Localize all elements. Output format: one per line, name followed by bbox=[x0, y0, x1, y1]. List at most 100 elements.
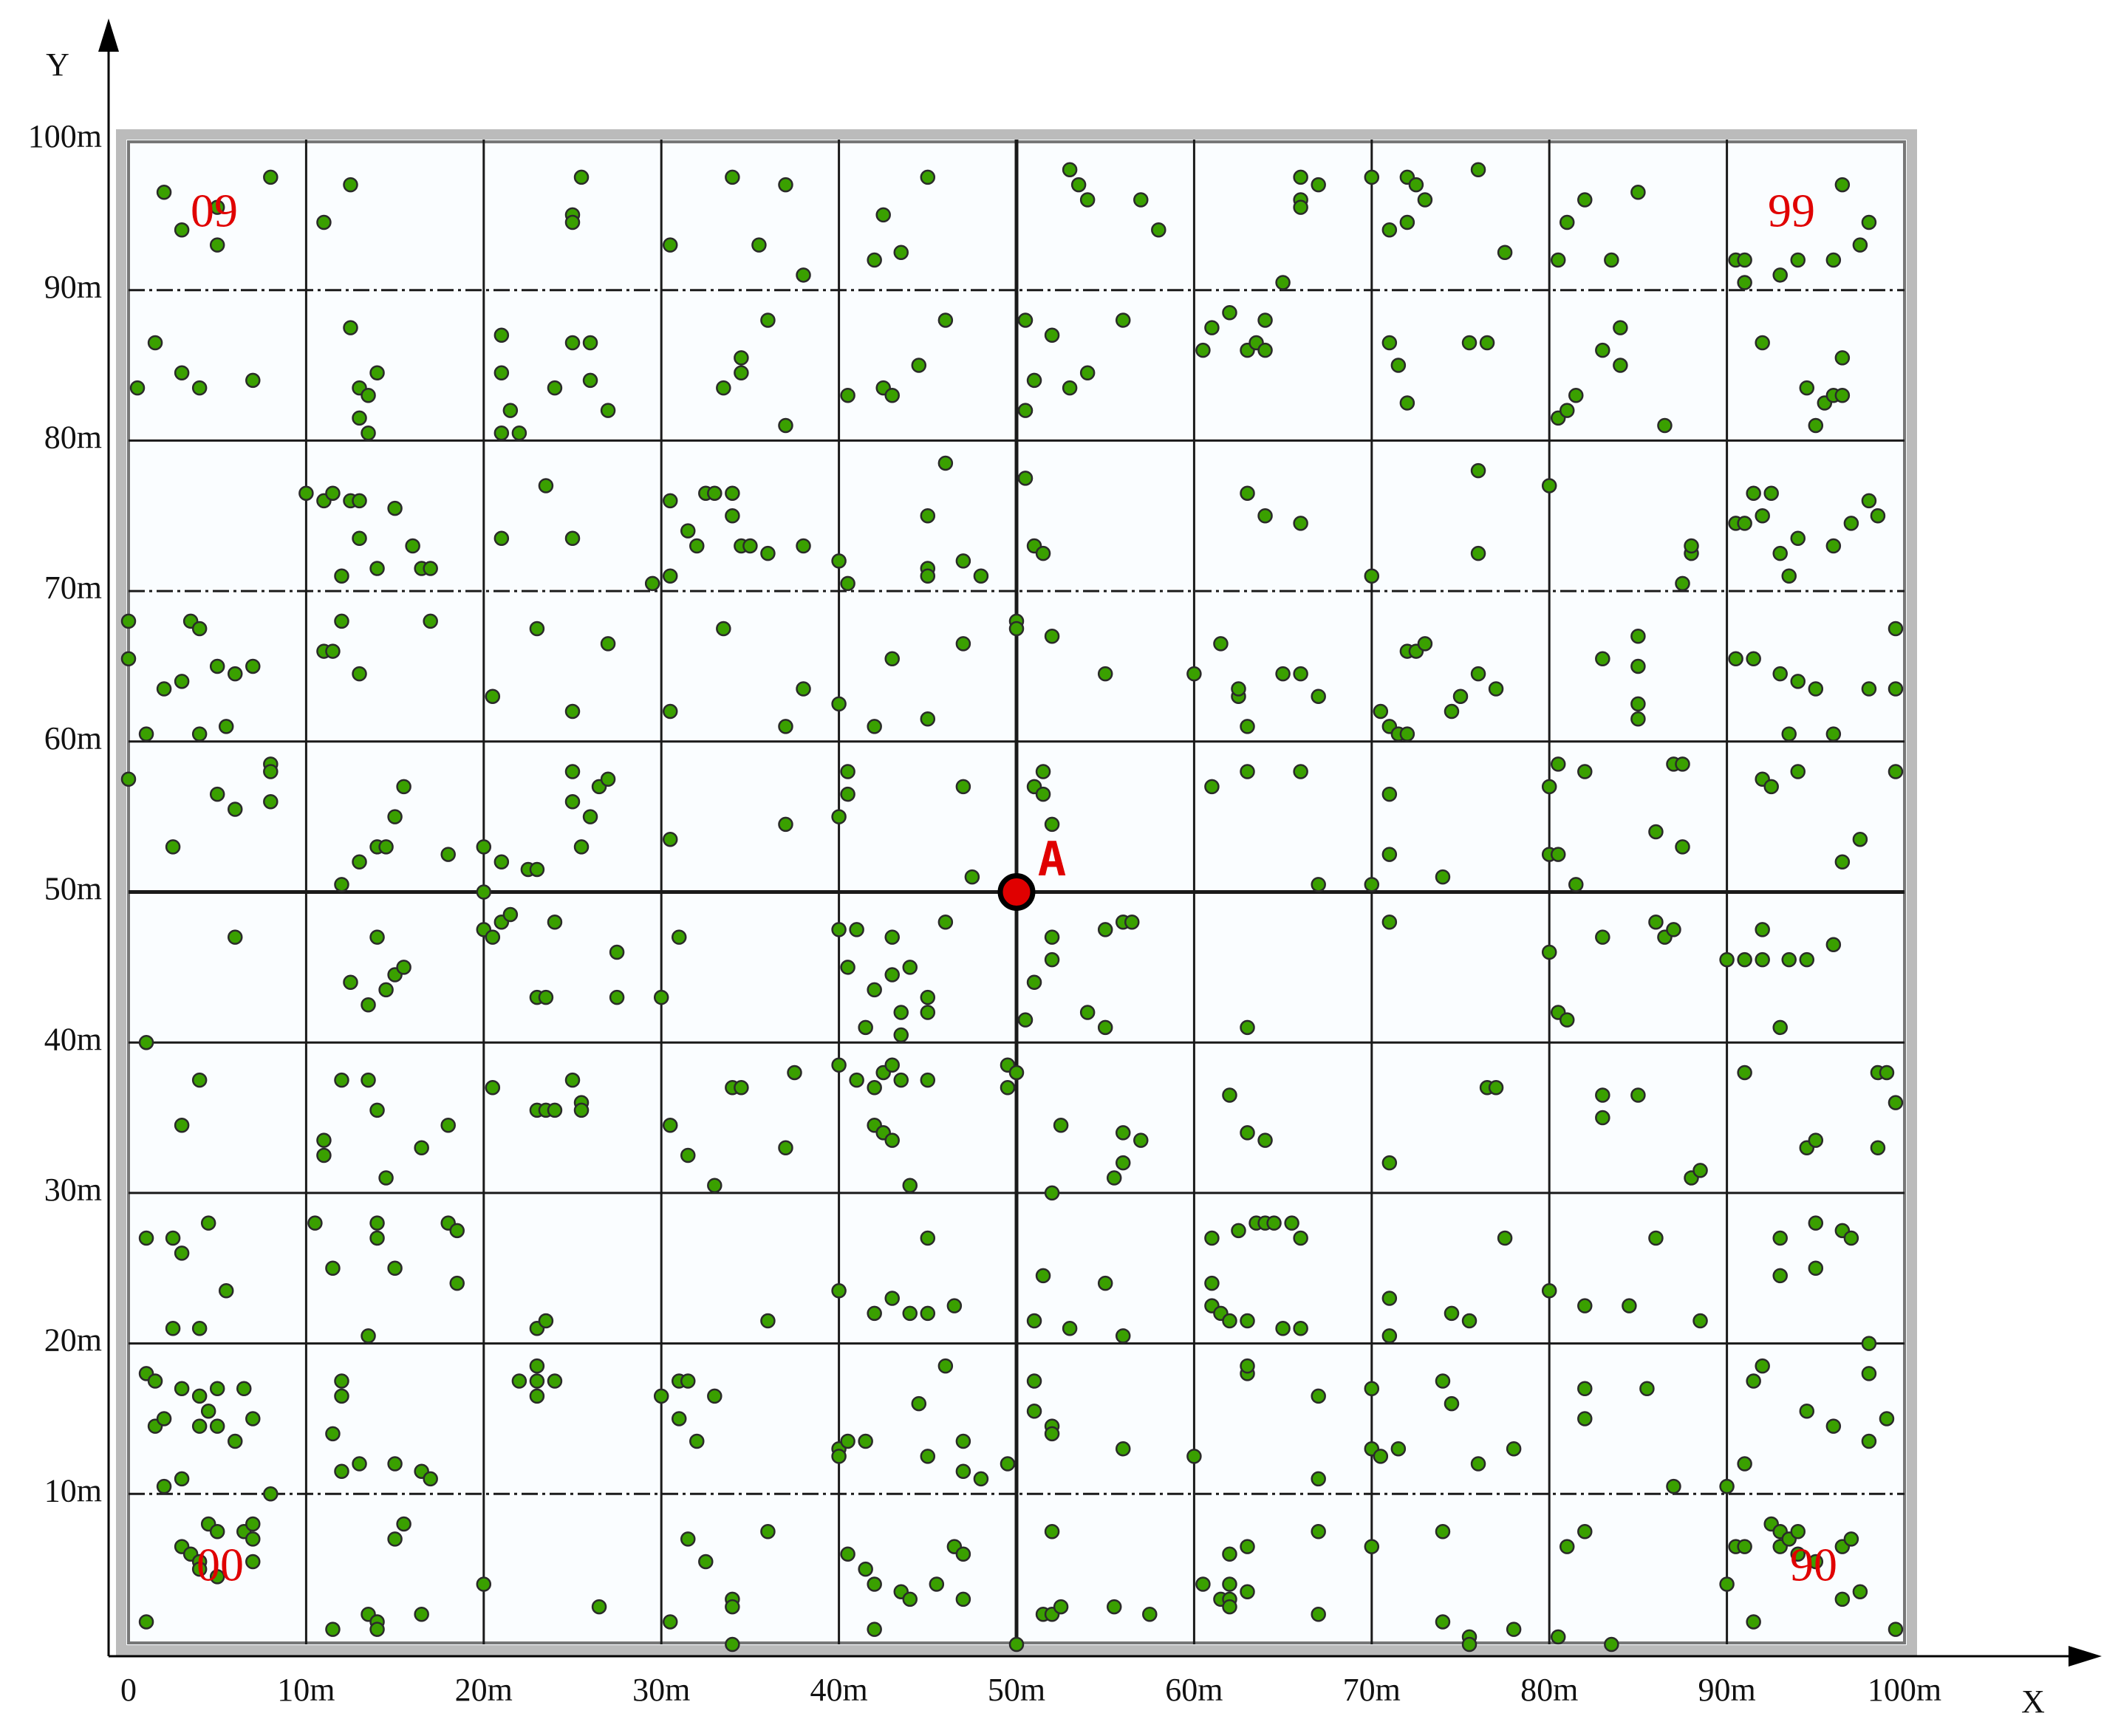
sensor-node bbox=[174, 674, 190, 689]
sensor-node bbox=[538, 989, 554, 1005]
sensor-node bbox=[1284, 1215, 1299, 1231]
sensor-node bbox=[1364, 169, 1380, 185]
sensor-node bbox=[840, 1546, 855, 1562]
sensor-node bbox=[955, 779, 971, 795]
sensor-node bbox=[831, 1283, 847, 1299]
sensor-node bbox=[831, 1057, 847, 1073]
sensor-node bbox=[1666, 922, 1681, 937]
sensor-node bbox=[680, 1531, 696, 1547]
sensor-node bbox=[493, 327, 510, 344]
sensor-node bbox=[1834, 854, 1851, 870]
sensor-node bbox=[1755, 922, 1770, 937]
sensor-node bbox=[245, 1516, 261, 1532]
sensor-node bbox=[440, 1117, 456, 1133]
sensor-node bbox=[1151, 222, 1166, 238]
sensor-node bbox=[1479, 335, 1495, 351]
sensor-node bbox=[902, 960, 918, 975]
sensor-node bbox=[1293, 666, 1308, 682]
sensor-node bbox=[209, 1523, 225, 1539]
sensor-node bbox=[893, 1005, 909, 1020]
sensor-node bbox=[1240, 485, 1255, 501]
sensor-node bbox=[493, 854, 510, 870]
sensor-node bbox=[1240, 1313, 1255, 1329]
sensor-node bbox=[1204, 779, 1220, 795]
sensor-node bbox=[218, 1283, 234, 1299]
sensor-node bbox=[414, 1140, 429, 1156]
sensor-node bbox=[884, 388, 900, 403]
x-tick-label: 0 bbox=[120, 1672, 137, 1708]
sensor-node bbox=[449, 1275, 465, 1291]
sensor-node bbox=[1657, 417, 1673, 434]
sensor-node bbox=[760, 1313, 776, 1329]
sensor-node bbox=[1497, 1230, 1513, 1246]
sensor-node bbox=[369, 365, 385, 380]
sensor-node bbox=[1470, 162, 1486, 177]
sensor-node bbox=[1444, 1395, 1460, 1412]
x-tick-label: 20m bbox=[455, 1672, 513, 1708]
sensor-node bbox=[1879, 1411, 1895, 1426]
sensor-node bbox=[1399, 395, 1415, 411]
sensor-node bbox=[529, 621, 545, 637]
sensor-node bbox=[1755, 1358, 1770, 1374]
sensor-node bbox=[1097, 1275, 1113, 1291]
sensor-node bbox=[573, 1102, 590, 1118]
sensor-node bbox=[920, 711, 936, 727]
sensor-node bbox=[1772, 267, 1788, 283]
sensor-node bbox=[423, 613, 438, 629]
sensor-node bbox=[1825, 538, 1842, 554]
sensor-node bbox=[1390, 1441, 1407, 1457]
sensor-node bbox=[263, 794, 279, 810]
sensor-node bbox=[662, 237, 678, 253]
sensor-node bbox=[1888, 1095, 1904, 1110]
sensor-node bbox=[1053, 1117, 1069, 1133]
sensor-node bbox=[1008, 621, 1025, 637]
corner-label: 99 bbox=[1768, 185, 1815, 237]
sensor-node bbox=[1444, 703, 1460, 720]
sensor-node bbox=[1195, 1576, 1211, 1592]
sensor-node bbox=[1293, 764, 1308, 779]
sensor-node bbox=[325, 1621, 341, 1637]
sensor-node bbox=[1506, 1441, 1522, 1457]
sensor-node bbox=[1630, 628, 1646, 644]
sensor-node bbox=[1799, 380, 1815, 396]
sensor-node bbox=[1719, 951, 1735, 968]
sensor-node bbox=[1461, 335, 1478, 351]
sensor-node bbox=[502, 403, 519, 418]
sensor-node bbox=[316, 214, 332, 230]
sensor-node bbox=[778, 719, 793, 734]
sensor-node bbox=[893, 1072, 909, 1088]
sensor-node bbox=[734, 365, 749, 380]
sensor-node bbox=[352, 1456, 367, 1472]
sensor-node bbox=[1577, 192, 1593, 208]
sensor-node bbox=[1746, 485, 1761, 501]
sensor-node bbox=[1070, 177, 1087, 193]
sensor-node bbox=[1888, 621, 1904, 637]
sensor-node bbox=[1799, 1404, 1815, 1419]
sensor-node bbox=[1755, 335, 1770, 351]
sensor-node bbox=[378, 839, 394, 855]
sensor-node bbox=[1124, 914, 1140, 930]
sensor-node bbox=[1017, 471, 1034, 486]
sensor-node bbox=[1115, 312, 1131, 328]
sensor-node bbox=[653, 1388, 669, 1404]
sensor-node bbox=[582, 372, 598, 389]
sensor-node bbox=[334, 1072, 349, 1088]
sensor-node bbox=[138, 1034, 154, 1050]
sensor-node bbox=[1746, 1373, 1761, 1389]
sensor-node bbox=[1577, 1298, 1593, 1313]
sensor-node bbox=[1861, 1336, 1877, 1351]
x-tick-label: 40m bbox=[810, 1672, 867, 1708]
sensor-node bbox=[725, 1599, 740, 1615]
sensor-node bbox=[1186, 666, 1202, 682]
sensor-node bbox=[689, 538, 705, 554]
sensor-node bbox=[1488, 681, 1504, 697]
sensor-node bbox=[831, 809, 847, 824]
sensor-node bbox=[1852, 831, 1868, 847]
sensor-node bbox=[236, 1381, 252, 1396]
sensor-node bbox=[564, 530, 581, 547]
sensor-node bbox=[1684, 538, 1699, 554]
sensor-node bbox=[476, 839, 492, 855]
sensor-node bbox=[1595, 651, 1610, 667]
sensor-node bbox=[147, 335, 163, 351]
sensor-node bbox=[1781, 726, 1797, 742]
